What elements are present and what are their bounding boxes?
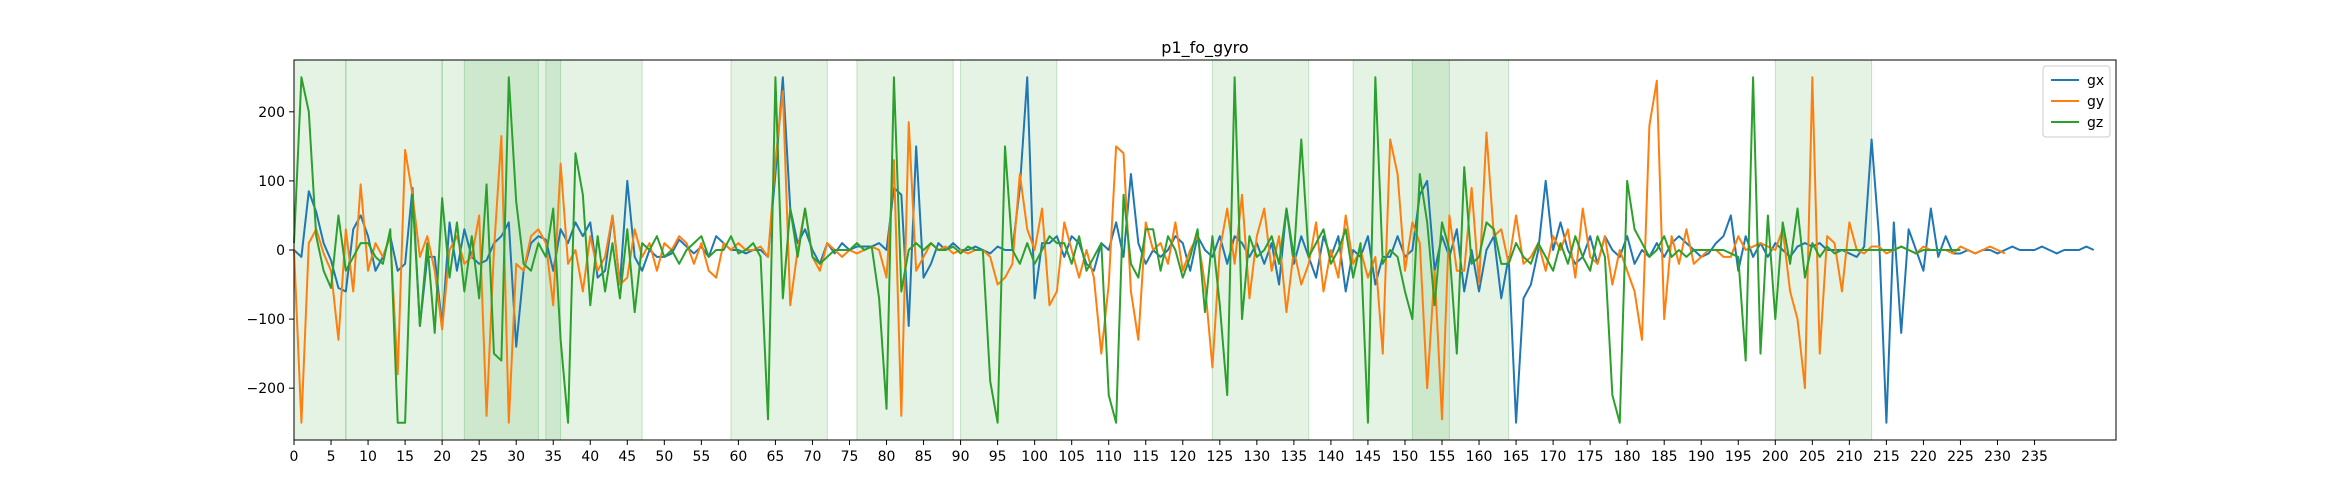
- series-lines: [293, 76, 2095, 424]
- legend-label-gx: gx: [2087, 73, 2104, 89]
- x-tick-label: 90: [952, 449, 970, 465]
- x-tick-label: 85: [915, 449, 933, 465]
- x-tick-label: 215: [1873, 449, 1900, 465]
- x-tick-label: 50: [655, 449, 673, 465]
- y-tick-label: −100: [247, 312, 285, 328]
- x-tick-label: 30: [507, 449, 525, 465]
- shaded-region-3: [463, 59, 539, 441]
- y-tick-label: 0: [276, 243, 285, 259]
- x-tick-label: 225: [1947, 449, 1974, 465]
- x-tick-label: 55: [692, 449, 710, 465]
- x-tick-label: 20: [433, 449, 451, 465]
- x-tick-label: 10: [359, 449, 377, 465]
- x-tick-label: 190: [1688, 449, 1715, 465]
- x-tick-label: 75: [841, 449, 859, 465]
- x-axis: 0 5 10 15 20 25 30 35 40 45 50 55 60 65 70 75 80 85 90 95 10…: [290, 440, 2048, 465]
- x-tick-label: 105: [1058, 449, 1085, 465]
- x-tick-label: 5: [327, 449, 336, 465]
- x-tick-label: 15: [396, 449, 414, 465]
- x-tick-label: 110: [1095, 449, 1122, 465]
- x-tick-label: 165: [1503, 449, 1530, 465]
- legend-label-gz: gz: [2087, 115, 2103, 131]
- x-tick-label: 205: [1799, 449, 1826, 465]
- x-tick-label: 25: [470, 449, 488, 465]
- x-tick-label: 130: [1243, 449, 1270, 465]
- y-tick-label: −200: [247, 381, 285, 397]
- x-tick-label: 220: [1910, 449, 1937, 465]
- y-tick-label: 100: [258, 174, 285, 190]
- x-tick-label: 95: [989, 449, 1007, 465]
- x-tick-label: 200: [1762, 449, 1789, 465]
- y-tick-label: 200: [258, 105, 285, 121]
- x-tick-label: 0: [290, 449, 299, 465]
- x-tick-label: 195: [1725, 449, 1752, 465]
- x-tick-label: 145: [1355, 449, 1382, 465]
- x-tick-label: 65: [767, 449, 785, 465]
- x-tick-label: 235: [2021, 449, 2048, 465]
- x-tick-label: 35: [544, 449, 562, 465]
- y-axis: −200 −100 0 100 200: [247, 105, 294, 397]
- x-tick-label: 60: [729, 449, 747, 465]
- series-line-gz: [293, 76, 1961, 424]
- x-tick-label: 115: [1132, 449, 1159, 465]
- legend: gx gy gz: [2042, 65, 2111, 138]
- x-tick-label: 125: [1206, 449, 1233, 465]
- x-tick-label: 100: [1021, 449, 1048, 465]
- x-tick-label: 180: [1614, 449, 1641, 465]
- x-tick-label: 150: [1392, 449, 1419, 465]
- x-tick-label: 170: [1540, 449, 1567, 465]
- series-line-gy: [293, 76, 2006, 424]
- x-tick-label: 120: [1169, 449, 1196, 465]
- x-tick-label: 155: [1429, 449, 1456, 465]
- x-tick-label: 230: [1984, 449, 2011, 465]
- x-tick-label: 135: [1281, 449, 1308, 465]
- x-tick-label: 45: [618, 449, 636, 465]
- x-tick-label: 210: [1836, 449, 1863, 465]
- x-tick-label: 140: [1318, 449, 1345, 465]
- x-tick-label: 40: [581, 449, 599, 465]
- x-tick-label: 160: [1466, 449, 1493, 465]
- x-tick-label: 70: [804, 449, 822, 465]
- legend-label-gy: gy: [2087, 94, 2104, 110]
- plot-frame: [293, 59, 2117, 441]
- x-tick-label: 80: [878, 449, 896, 465]
- chart-title: p1_fo_gyro: [1161, 38, 1248, 58]
- x-tick-label: 185: [1651, 449, 1678, 465]
- x-tick-label: 175: [1577, 449, 1604, 465]
